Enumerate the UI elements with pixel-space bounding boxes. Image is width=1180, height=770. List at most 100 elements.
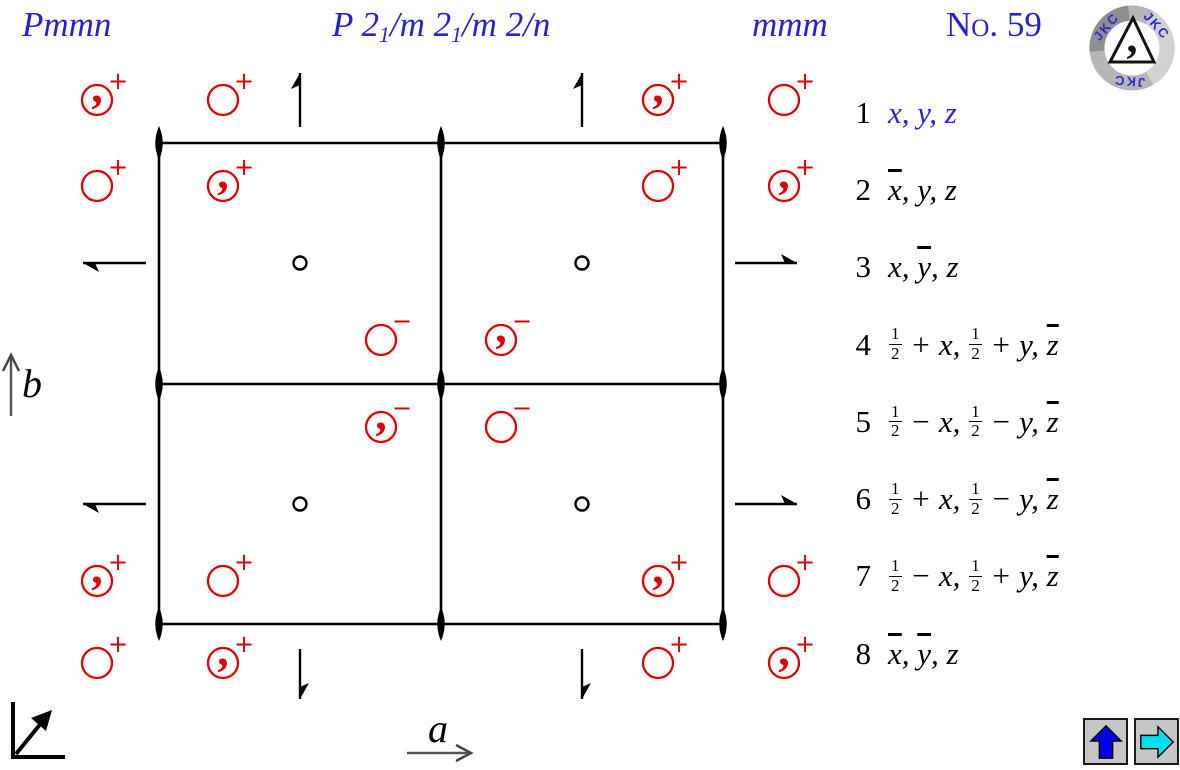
enantiomorph-comma: , bbox=[778, 624, 790, 675]
logo-ring-segment-dark bbox=[1089, 5, 1130, 52]
atom-circle bbox=[767, 169, 801, 203]
screw-axis-arrow-icon bbox=[83, 502, 146, 513]
logo-triangle bbox=[1107, 14, 1157, 64]
atom-symbol: + bbox=[641, 153, 689, 203]
logo-text: JKC bbox=[1112, 73, 1145, 91]
screw-axis-arrow-icon bbox=[735, 495, 797, 506]
atom-symbol: − bbox=[484, 394, 532, 444]
atom-circle bbox=[364, 323, 398, 357]
screw-axis-arrow-icon bbox=[580, 649, 591, 699]
height-sign: + bbox=[108, 630, 128, 658]
height-sign: − bbox=[512, 307, 532, 335]
a-axis-label: a bbox=[428, 706, 448, 751]
height-sign: + bbox=[669, 630, 689, 658]
two-fold-axis-icon bbox=[155, 607, 163, 641]
nav-up-button[interactable] bbox=[1083, 718, 1128, 765]
height-sign: + bbox=[108, 67, 128, 95]
enantiomorph-comma: , bbox=[91, 542, 103, 593]
position-number: 4 bbox=[855, 326, 872, 362]
height-sign: − bbox=[392, 394, 412, 422]
inversion-center-icon bbox=[574, 255, 590, 271]
height-sign: + bbox=[108, 548, 128, 576]
height-sign: + bbox=[795, 630, 815, 658]
atom-symbol: + bbox=[767, 67, 815, 117]
atom-circle bbox=[767, 564, 801, 598]
origin-corner-icon bbox=[11, 702, 65, 759]
short-hm-symbol: Pmmn bbox=[22, 5, 112, 44]
atom-symbol: , + bbox=[641, 61, 689, 117]
position-number: 6 bbox=[855, 481, 872, 517]
atom-circle bbox=[80, 83, 114, 117]
atom-symbol: , + bbox=[767, 147, 815, 203]
screw-axis-arrow-icon bbox=[298, 649, 309, 699]
up-arrow-icon bbox=[1088, 724, 1123, 759]
screw-axis-arrow-icon bbox=[573, 73, 584, 127]
jkc-logo[interactable]: , JKC JKC JKC bbox=[1086, 2, 1178, 94]
position-entry: 3 x, y, z bbox=[845, 229, 1059, 306]
two-fold-axis-icon bbox=[437, 126, 445, 160]
b-axis-arrowhead bbox=[1, 352, 21, 372]
c-axis-diagonal-arrow bbox=[14, 720, 44, 756]
atom-symbol: , + bbox=[206, 624, 254, 680]
height-sign: + bbox=[669, 548, 689, 576]
enantiomorph-comma: , bbox=[375, 388, 387, 439]
atom-circle bbox=[80, 169, 114, 203]
full-hm-symbol: P 21/m 21/m 2/n bbox=[332, 5, 551, 48]
height-sign: + bbox=[795, 67, 815, 95]
height-sign: + bbox=[234, 67, 254, 95]
enantiomorph-comma: , bbox=[652, 61, 664, 112]
atom-circle bbox=[767, 83, 801, 117]
enantiomorph-comma: , bbox=[91, 61, 103, 112]
atom-symbol: + bbox=[206, 548, 254, 598]
atom-circle bbox=[80, 564, 114, 598]
atom-symbol: , − bbox=[364, 388, 412, 444]
atom-circle bbox=[641, 564, 675, 598]
position-entry: 8 x, y, z bbox=[845, 615, 1059, 692]
screw-axis-arrow-icon bbox=[735, 254, 797, 265]
space-group-number: No. 59 bbox=[946, 5, 1042, 44]
two-fold-axis-icon bbox=[437, 367, 445, 401]
screw-axis-arrow-icon bbox=[291, 73, 302, 127]
position-number: 2 bbox=[855, 171, 872, 207]
atom-circle bbox=[641, 646, 675, 680]
height-sign: + bbox=[234, 630, 254, 658]
inversion-center-icon bbox=[292, 255, 308, 271]
atom-symbol: , + bbox=[80, 61, 128, 117]
position-entry: 2 x, y, z bbox=[845, 151, 1059, 228]
atom-circle bbox=[767, 646, 801, 680]
atom-circle bbox=[206, 83, 240, 117]
two-fold-axis-icon bbox=[719, 126, 727, 160]
enantiomorph-comma: , bbox=[217, 624, 229, 675]
position-number: 5 bbox=[855, 403, 872, 439]
point-group-symbol: mmm bbox=[752, 5, 828, 44]
logo-comma: , bbox=[1127, 13, 1138, 62]
nav-next-button[interactable] bbox=[1134, 718, 1179, 765]
height-sign: − bbox=[512, 394, 532, 422]
atom-circle bbox=[641, 83, 675, 117]
position-coordinates: x, y, z bbox=[888, 171, 957, 207]
height-sign: − bbox=[392, 307, 412, 335]
atom-circle bbox=[364, 410, 398, 444]
two-fold-axis-icon bbox=[155, 126, 163, 160]
inversion-center-icon bbox=[292, 496, 308, 512]
two-fold-axis-icon bbox=[437, 607, 445, 641]
atom-circle bbox=[206, 564, 240, 598]
enantiomorph-comma: , bbox=[495, 301, 507, 352]
height-sign: + bbox=[108, 153, 128, 181]
enantiomorph-comma: , bbox=[217, 147, 229, 198]
position-coordinates: x, y, z bbox=[888, 94, 957, 130]
position-coordinates: x, y, z bbox=[888, 249, 959, 285]
height-sign: + bbox=[669, 153, 689, 181]
